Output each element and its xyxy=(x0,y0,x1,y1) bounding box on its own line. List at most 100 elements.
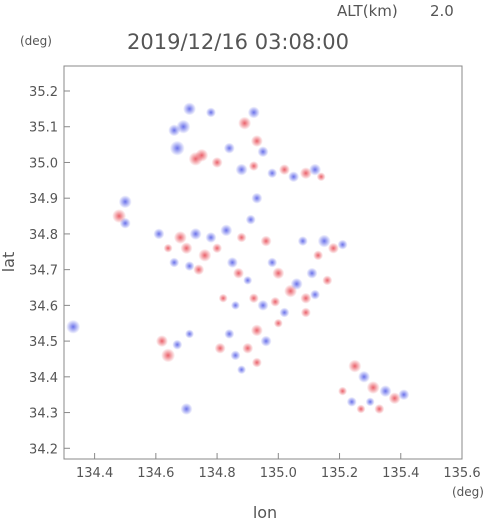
data-point-0-67 xyxy=(251,357,262,368)
data-point-0-56 xyxy=(270,296,281,307)
data-point-0-26 xyxy=(173,230,187,244)
y-tick-label-9: 35.1 xyxy=(29,121,58,136)
data-point-0-69 xyxy=(66,319,81,334)
data-point-0-72 xyxy=(172,339,183,350)
data-point-0-68 xyxy=(237,365,247,375)
y-tick-label-3: 34.5 xyxy=(29,335,58,350)
alt-value: 2.0 xyxy=(430,2,454,20)
x-tick-label-6: 135.6 xyxy=(443,466,480,481)
data-point-0-9 xyxy=(238,116,252,130)
data-point-0-86 xyxy=(365,397,375,407)
data-point-0-58 xyxy=(218,293,228,303)
x-axis-ticks: 134.4 134.6 134.8 135.0 135.2 135.4 135.6 xyxy=(76,453,481,481)
data-point-0-54 xyxy=(248,293,259,304)
data-point-0-25 xyxy=(163,243,173,253)
x-tick-label-0: 134.4 xyxy=(76,466,113,481)
plot-frame xyxy=(63,65,463,460)
x-tick-label-4: 135.2 xyxy=(321,466,358,481)
data-point-0-46 xyxy=(290,277,303,290)
data-point-0-11 xyxy=(250,135,263,148)
x-tick-label-5: 135.4 xyxy=(382,466,419,481)
data-point-0-71 xyxy=(161,348,176,363)
data-point-0-47 xyxy=(300,292,312,304)
x-axis-label: lon xyxy=(253,503,277,521)
data-point-0-49 xyxy=(313,250,324,261)
data-point-0-77 xyxy=(322,275,333,286)
data-point-0-53 xyxy=(297,236,308,247)
y-tick-label-1: 34.3 xyxy=(29,407,58,422)
data-point-0-81 xyxy=(379,385,392,398)
data-point-0-87 xyxy=(374,403,385,414)
data-point-0-0 xyxy=(183,102,197,116)
datetime-title: 2019/12/16 03:08:00 xyxy=(127,30,349,54)
data-point-0-33 xyxy=(184,261,195,272)
data-point-0-20 xyxy=(316,172,326,182)
y-axis-ticks: 34.2 34.3 34.4 34.5 34.6 34.7 34.8 34.9 35.0 35.1… xyxy=(29,85,70,457)
data-point-0-65 xyxy=(214,342,226,354)
data-point-0-70 xyxy=(155,335,168,348)
data-point-0-24 xyxy=(153,228,165,240)
y-unit-label: (deg) xyxy=(20,34,52,48)
data-point-0-38 xyxy=(251,192,263,204)
data-point-0-44 xyxy=(243,275,253,285)
data-point-0-35 xyxy=(169,257,180,268)
data-point-0-29 xyxy=(198,248,212,262)
y-tick-label-8: 35.0 xyxy=(29,156,58,171)
data-point-0-74 xyxy=(180,402,193,415)
data-point-0-61 xyxy=(260,335,272,347)
data-point-0-23 xyxy=(119,217,131,229)
data-point-0-51 xyxy=(327,242,339,254)
data-point-0-57 xyxy=(279,307,290,318)
data-point-0-28 xyxy=(189,227,202,240)
data-point-0-18 xyxy=(299,167,312,180)
data-point-0-13 xyxy=(235,163,248,176)
data-marks xyxy=(66,102,410,415)
y-tick-label-10: 35.2 xyxy=(29,85,58,100)
data-point-0-16 xyxy=(278,164,290,176)
data-point-0-32 xyxy=(220,224,233,237)
data-point-0-10 xyxy=(247,106,260,119)
y-tick-label-6: 34.8 xyxy=(29,228,58,243)
data-point-0-84 xyxy=(346,396,357,407)
data-point-0-85 xyxy=(356,404,366,414)
data-point-0-75 xyxy=(300,307,311,318)
data-point-0-79 xyxy=(358,370,371,383)
data-point-0-55 xyxy=(257,299,269,311)
data-point-0-66 xyxy=(230,350,241,361)
data-point-0-60 xyxy=(250,324,263,337)
data-point-0-19 xyxy=(309,163,322,176)
data-point-0-6 xyxy=(205,107,216,118)
data-point-0-43 xyxy=(226,257,238,268)
x-tick-label-1: 134.6 xyxy=(137,466,174,481)
data-point-0-64 xyxy=(224,328,235,339)
data-point-0-39 xyxy=(260,235,272,247)
y-tick-label-2: 34.4 xyxy=(29,371,58,386)
data-point-0-59 xyxy=(230,300,240,310)
data-point-0-82 xyxy=(388,392,401,405)
alt-label: ALT(km) xyxy=(337,2,398,20)
data-point-0-27 xyxy=(180,242,193,255)
data-point-0-7 xyxy=(211,156,223,168)
data-point-0-12 xyxy=(257,146,269,158)
y-tick-label-7: 34.9 xyxy=(29,192,58,207)
data-point-0-34 xyxy=(193,264,205,276)
data-point-0-14 xyxy=(248,161,259,172)
data-point-0-5 xyxy=(195,148,209,162)
data-point-0-30 xyxy=(205,231,217,243)
data-point-0-36 xyxy=(236,232,247,243)
y-axis-label: lat xyxy=(0,252,18,273)
data-point-0-22 xyxy=(118,195,132,209)
data-point-0-15 xyxy=(267,168,278,179)
x-unit-label: (deg) xyxy=(452,485,484,499)
data-point-0-41 xyxy=(272,267,285,280)
x-tick-label-3: 135.0 xyxy=(260,466,297,481)
data-point-0-40 xyxy=(267,257,278,268)
data-point-0-37 xyxy=(245,214,256,225)
data-point-0-31 xyxy=(212,243,223,254)
data-point-0-48 xyxy=(306,267,318,279)
data-point-0-17 xyxy=(288,171,300,183)
y-tick-label-4: 34.6 xyxy=(29,299,58,314)
data-point-0-73 xyxy=(185,329,195,339)
data-point-0-50 xyxy=(317,234,331,248)
